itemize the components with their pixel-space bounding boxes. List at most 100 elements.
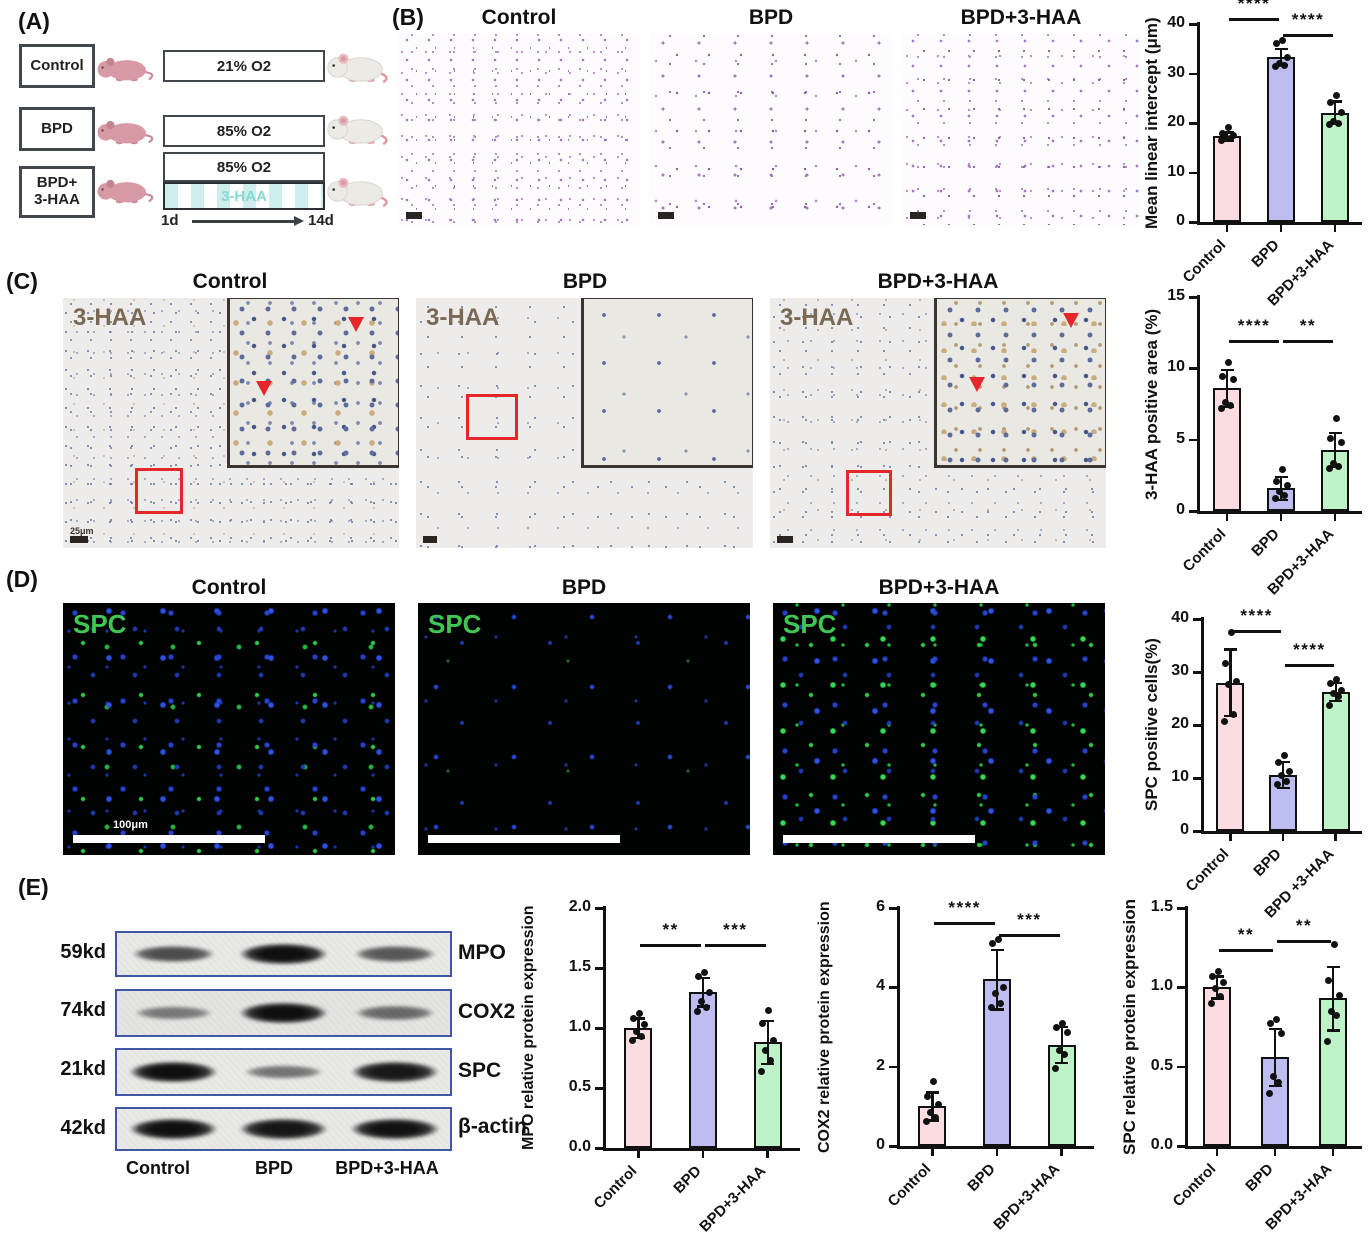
y-tick	[1189, 72, 1197, 75]
x-category-label: BPD+3-HAA	[1183, 1158, 1335, 1233]
data-point	[705, 988, 713, 996]
exposure-box-bpd3haa: 85% O2	[163, 152, 325, 182]
protein-label-cox2: COX2	[458, 1000, 516, 1023]
data-point	[1278, 466, 1286, 474]
data-point	[759, 1019, 767, 1027]
data-point	[1335, 991, 1343, 999]
arrowhead-icon	[1063, 313, 1079, 328]
sig-bracket-line	[999, 933, 1060, 937]
error-bar	[1280, 48, 1283, 65]
y-tick-label: 15	[1167, 287, 1185, 304]
sig-bracket-line	[1219, 949, 1273, 953]
ihc-stain-label: 3-HAA	[73, 304, 147, 331]
data-point	[1274, 1079, 1282, 1087]
y-tick	[1193, 671, 1201, 674]
protein-label-actin: β-actin	[458, 1115, 527, 1138]
data-point	[994, 936, 1002, 944]
panel-d-label: (D)	[6, 566, 38, 592]
y-tick	[595, 907, 603, 910]
error-cap	[1329, 699, 1343, 702]
sig-bracket-line	[1283, 339, 1333, 343]
group-label-line1: BPD+	[36, 174, 78, 192]
x-category-label: BPD +3-HAA	[1186, 843, 1338, 921]
data-point	[1332, 1012, 1340, 1020]
sig-label: **	[1295, 915, 1313, 935]
sig-label: **	[1237, 925, 1255, 945]
ihc-image-bpd3haa: 3-HAA	[770, 298, 1106, 548]
bar	[1267, 56, 1295, 222]
x-tick	[1229, 834, 1232, 841]
data-point	[1334, 463, 1342, 471]
data-point	[923, 1092, 931, 1100]
x-category-label: BPD+3-HAA	[1185, 234, 1337, 309]
error-cap	[696, 976, 710, 979]
data-point	[931, 1113, 939, 1121]
data-point	[628, 1036, 636, 1044]
bar	[624, 1028, 653, 1148]
blot-strip-spc	[115, 1048, 452, 1096]
sig-label: ****	[1237, 0, 1271, 14]
blot-band	[117, 1057, 232, 1087]
sig-label: ****	[1237, 315, 1271, 335]
data-point	[1326, 99, 1334, 107]
data-point	[1333, 676, 1341, 684]
panel-b-title-bpd: BPD	[748, 6, 794, 29]
x-tick	[995, 1149, 999, 1156]
exposure-text: 85% O2	[216, 158, 272, 176]
data-point	[1277, 772, 1285, 780]
y-tick	[1177, 1145, 1185, 1148]
data-point	[1220, 718, 1228, 726]
data-point	[1283, 54, 1291, 62]
pup-mouse-icon	[96, 56, 154, 83]
group-box-control: Control	[19, 44, 95, 88]
roi-red-box	[466, 394, 518, 440]
y-tick	[1193, 830, 1201, 833]
panel-d-title-bpd3haa: BPD+3-HAA	[878, 576, 1000, 599]
y-tick	[1193, 724, 1201, 727]
y-tick-label: 40	[1171, 609, 1189, 626]
y-tick	[1193, 777, 1201, 780]
data-point	[770, 1036, 778, 1044]
exposure-box-control: 21% O2	[163, 50, 325, 82]
y-axis-line	[1197, 22, 1200, 225]
y-tick	[889, 907, 897, 910]
lane-label-bpd3haa: BPD+3-HAA	[335, 1158, 439, 1178]
x-axis-line	[603, 1148, 800, 1151]
panel-b-title-control: Control	[481, 6, 557, 29]
group-label: BPD	[41, 119, 73, 137]
y-axis-title: 3-HAA positive area (%)	[1142, 308, 1161, 500]
y-tick-label: 0.5	[1150, 1056, 1173, 1074]
blot-band	[232, 1062, 335, 1082]
x-tick	[1215, 1149, 1219, 1156]
sig-bracket-line	[705, 944, 766, 947]
y-tick-label: 0.0	[1150, 1136, 1173, 1153]
data-point	[1330, 689, 1338, 697]
haa-area-bar-chart: 3-HAA positive area (%) 0 5 10 15 Control BPD B…	[1142, 283, 1372, 599]
mli-bar-chart: Mean linear intercept (μm) 0 10 20 30 40 Contr…	[1142, 0, 1372, 310]
data-point	[1324, 977, 1332, 985]
error-bar	[1332, 966, 1335, 1031]
if-stain-label: SPC	[73, 609, 127, 639]
y-tick-label: 40	[1167, 14, 1185, 31]
data-point	[1227, 628, 1235, 636]
data-point	[1272, 40, 1280, 48]
sig-label: ****	[1293, 640, 1326, 660]
error-cap	[1055, 1026, 1069, 1029]
data-point	[693, 1007, 701, 1015]
x-tick	[1281, 834, 1285, 841]
y-tick	[1189, 438, 1197, 442]
error-cap	[1276, 787, 1290, 790]
arrowhead-icon	[969, 377, 985, 392]
y-tick-label: 30	[1167, 63, 1185, 81]
adult-mouse-icon	[326, 176, 388, 208]
exposure-text: 21% O2	[216, 57, 272, 75]
if-stain-label: SPC	[783, 609, 837, 639]
data-point	[1326, 434, 1334, 442]
y-axis-title: COX2 relative protein expression	[816, 901, 833, 1153]
data-point	[1271, 494, 1279, 502]
he-image-bpd	[650, 33, 892, 225]
data-point	[1271, 63, 1279, 71]
data-point	[637, 1032, 645, 1040]
y-tick-label: 20	[1167, 113, 1185, 130]
y-tick-label: 0	[876, 1136, 885, 1153]
